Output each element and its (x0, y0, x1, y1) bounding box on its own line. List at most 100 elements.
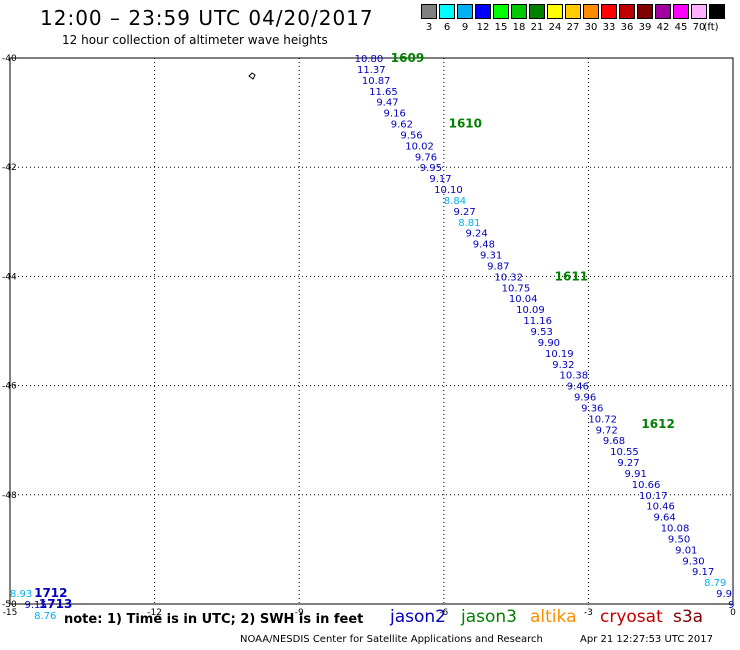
longitude-label: -12 (147, 608, 162, 618)
legend-swatch (637, 4, 653, 19)
wave-height-reading: 9.24 (465, 229, 487, 240)
wave-height-reading: 9.9 (716, 589, 732, 600)
wave-height-reading: 8.76 (34, 611, 56, 622)
wave-readings: 10.8011.3710.8711.659.479.169.629.5610.0… (10, 54, 735, 622)
legend-swatch (655, 4, 671, 19)
satellite-name: jason3 (461, 607, 517, 627)
wave-height-reading: 9.90 (538, 338, 560, 349)
wave-height-reading: 10.10 (434, 185, 463, 196)
wave-height-reading: 9.30 (682, 556, 704, 567)
wave-height-reading: 11.65 (369, 87, 398, 98)
orbit-track-label: 1712 (34, 586, 67, 600)
satellite-name: cryosat (600, 607, 663, 627)
legend-swatch (439, 4, 455, 19)
wave-height-reading: 9.36 (581, 403, 603, 414)
wave-height-reading: 9.46 (567, 382, 589, 393)
legend-label: 39 (638, 22, 652, 33)
wave-height-reading: 10.66 (632, 480, 661, 491)
wave-height-reading: 9.68 (603, 436, 625, 447)
orbit-track-label: 1610 (449, 117, 482, 131)
page-title: 12:00 – 23:59 UTC 04/20/2017 (40, 6, 374, 30)
wave-height-reading: 9.87 (487, 261, 509, 272)
satellite-name: jason2 (390, 607, 446, 627)
legend-swatch (565, 4, 581, 19)
longitude-label: -15 (3, 608, 18, 618)
wave-height-reading: 10.04 (509, 294, 538, 305)
wave-height-reading: 9.50 (668, 534, 690, 545)
wave-height-reading: 11.16 (523, 316, 552, 327)
legend-label: 15 (494, 22, 508, 33)
island-outline (248, 72, 256, 80)
wave-height-reading: 10.02 (405, 141, 434, 152)
wave-height-reading: 10.46 (646, 502, 675, 513)
legend-label: 3 (425, 22, 433, 33)
wave-height-reading: 9.27 (453, 207, 475, 218)
legend-swatch (421, 4, 437, 19)
wave-height-reading: 11.37 (357, 65, 386, 76)
page-subtitle: 12 hour collection of altimeter wave hei… (62, 33, 328, 47)
latitude-label: -48 (2, 491, 17, 501)
latitude-label: -46 (2, 382, 17, 392)
wave-height-reading: 8.93 (10, 589, 32, 600)
legend-label: 36 (620, 22, 634, 33)
wave-height-reading: 9.53 (531, 327, 553, 338)
legend-swatch (511, 4, 527, 19)
wave-height-reading: 9.72 (596, 425, 618, 436)
wave-height-reading: 9.32 (552, 360, 574, 371)
legend-swatch (457, 4, 473, 19)
legend-label: 70 (692, 22, 706, 33)
wave-height-reading: 9.91 (625, 469, 647, 480)
map-grid (9, 57, 734, 605)
wave-height-reading: 10.75 (502, 283, 531, 294)
wave-height-reading: 9.31 (480, 251, 502, 262)
wave-height-reading: 9.17 (429, 174, 451, 185)
longitude-label: 0 (730, 608, 736, 618)
latitude-label: -44 (2, 272, 17, 282)
longitude-label: -6 (439, 608, 448, 618)
wave-height-reading: 10.87 (362, 76, 391, 87)
latitude-label: -42 (2, 163, 17, 173)
legend-label: 6 (443, 22, 451, 33)
satellite-name: s3a (673, 607, 704, 627)
satellite-name: altika (530, 607, 577, 627)
legend-label: 18 (512, 22, 526, 33)
legend-swatch (547, 4, 563, 19)
latitude-label: -40 (2, 54, 17, 64)
wave-height-reading: 9.96 (574, 393, 596, 404)
legend-swatch (709, 4, 725, 19)
wave-height-reading: 10.55 (610, 447, 639, 458)
credit-text: NOAA/NESDIS Center for Satellite Applica… (240, 634, 543, 645)
legend-label: 33 (602, 22, 616, 33)
legend-swatch (691, 4, 707, 19)
wave-height-reading: 9.56 (400, 130, 422, 141)
orbit-track-label: 1612 (641, 417, 674, 431)
wave-height-reading: 8.81 (458, 218, 480, 229)
latitude-label: -50 (2, 600, 17, 610)
legend-swatch (529, 4, 545, 19)
wave-height-reading: 9.47 (376, 98, 398, 109)
units-note: note: 1) Time is in UTC; 2) SWH is in fe… (64, 612, 364, 627)
wave-height-reading: 10.80 (355, 54, 384, 65)
legend-swatch (673, 4, 689, 19)
legend-swatch (493, 4, 509, 19)
wave-height-reading: 9 (728, 600, 734, 611)
wave-height-reading: 9.17 (692, 567, 714, 578)
wave-height-reading: 10.72 (588, 414, 617, 425)
wave-height-reading: 9.16 (384, 109, 406, 120)
legend-label: 42 (656, 22, 670, 33)
legend-label: 30 (584, 22, 598, 33)
legend-label: 27 (566, 22, 580, 33)
wave-height-reading: 10.08 (661, 524, 690, 535)
orbit-track-label: 1609 (391, 51, 424, 65)
legend-label: 12 (476, 22, 490, 33)
wave-height-reading: 9.48 (473, 240, 495, 251)
orbit-track-label: 1713 (39, 597, 72, 611)
legend-label: 24 (548, 22, 562, 33)
legend-label: 21 (530, 22, 544, 33)
legend-swatch (619, 4, 635, 19)
wave-height-reading: 9.76 (415, 152, 437, 163)
legend-swatch (475, 4, 491, 19)
wave-height-reading: 10.32 (494, 272, 523, 283)
wave-height-reading: 8.79 (704, 578, 726, 589)
